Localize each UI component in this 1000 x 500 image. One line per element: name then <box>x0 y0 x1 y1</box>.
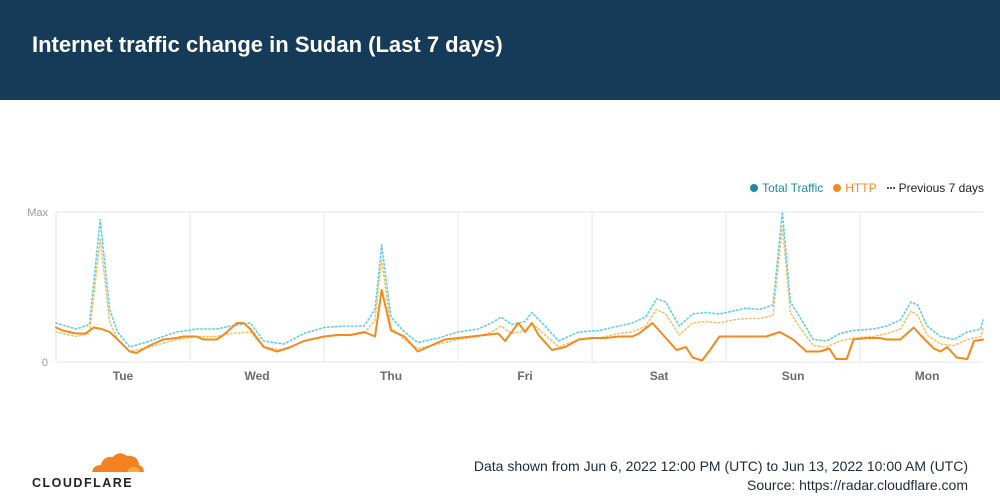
legend-item-total-traffic[interactable]: Total Traffic <box>750 181 823 195</box>
header-bar: Internet traffic change in Sudan (Last 7… <box>0 0 1000 100</box>
x-tick-label-wed: Wed <box>244 369 269 383</box>
x-tick-label-tue: Tue <box>113 369 134 383</box>
chart-legend: Total Traffic HTTP Previous 7 days <box>750 180 984 196</box>
series-layer <box>55 211 984 362</box>
series-line-total <box>56 280 983 360</box>
y-tick-label-zero: 0 <box>42 357 48 369</box>
cloud-icon <box>92 453 144 474</box>
legend-item-previous-7-days[interactable]: Previous 7 days <box>886 181 984 195</box>
series-line-previous-http <box>55 226 984 353</box>
footer-info: Data shown from Jun 6, 2022 12:00 PM (UT… <box>474 457 968 495</box>
y-tick-label-max: Max <box>27 207 48 219</box>
chart-title: Internet traffic change in Sudan (Last 7… <box>32 32 503 57</box>
tick-label-layer: Tue Wed Thu Fri Sat Sun Mon Max 0 <box>27 207 939 383</box>
dotted-line-icon <box>886 187 895 189</box>
legend-item-http[interactable]: HTTP <box>833 181 877 195</box>
legend-label-total-traffic: Total Traffic <box>762 181 824 195</box>
x-tick-label-thu: Thu <box>380 369 402 383</box>
x-tick-label-sat: Sat <box>650 369 669 383</box>
x-tick-label-mon: Mon <box>915 369 940 383</box>
x-tick-label-fri: Fri <box>517 369 532 383</box>
series-line-http <box>55 289 984 362</box>
data-range-text: Data shown from Jun 6, 2022 12:00 PM (UT… <box>473 458 968 474</box>
http-dot-icon <box>833 184 842 192</box>
source-text: Source: https://radar.cloudflare.com <box>747 477 968 493</box>
legend-label-previous: Previous 7 days <box>898 181 984 195</box>
series-line-previous-total <box>55 211 984 348</box>
traffic-line-chart: Tue Wed Thu Fri Sat Sun Mon Max 0 <box>27 207 984 383</box>
grid-layer <box>55 211 983 363</box>
total-traffic-dot-icon <box>750 184 759 192</box>
x-tick-label-sun: Sun <box>782 369 805 383</box>
cloudflare-wordmark: CLOUDFLARE <box>32 476 134 490</box>
cloudflare-logo: CLOUDFLARE <box>32 448 144 492</box>
legend-label-http: HTTP <box>845 181 877 195</box>
